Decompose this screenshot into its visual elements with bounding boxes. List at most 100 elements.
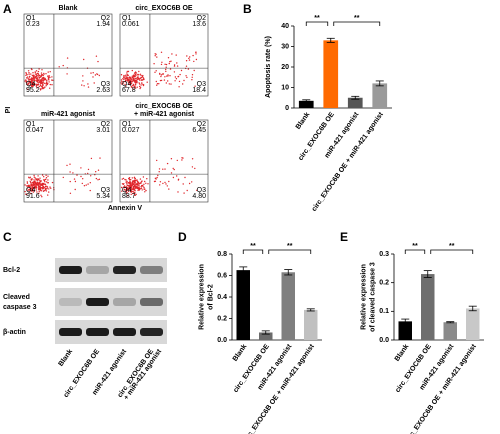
event-dot [142, 185, 144, 187]
event-dot [122, 81, 124, 83]
event-dot [142, 83, 144, 86]
event-dot [132, 186, 134, 188]
event-dot [128, 185, 130, 187]
event-dot [80, 175, 82, 178]
event-dot [96, 73, 98, 75]
event-dot [195, 58, 198, 61]
event-dot [28, 76, 31, 78]
quadrant-name: Q4 [122, 187, 131, 194]
event-dot [126, 187, 128, 189]
event-dot [46, 185, 48, 187]
event-dot [137, 189, 139, 192]
event-dot [31, 190, 33, 192]
event-dot [43, 176, 45, 178]
event-dot [66, 164, 68, 167]
y-tick-label: 0 [285, 105, 289, 112]
event-dot [170, 83, 172, 85]
event-dot [135, 72, 137, 74]
y-tick-label: 0.1 [379, 308, 389, 315]
event-dot [120, 82, 122, 84]
event-dot [132, 77, 135, 80]
event-dot [48, 191, 50, 193]
quadrant-value: 0.23 [26, 21, 40, 28]
bar [466, 308, 480, 340]
quadrant-value: 3.01 [96, 127, 110, 134]
event-dot [45, 73, 47, 75]
y-tick-label: 0.6 [217, 272, 227, 279]
event-dot [164, 76, 166, 78]
significance-bracket [242, 249, 264, 254]
event-dot [172, 167, 174, 170]
event-dot [121, 83, 123, 85]
event-dot [83, 58, 85, 61]
event-dot [176, 65, 179, 67]
event-dot [138, 188, 141, 190]
event-dot [121, 186, 123, 189]
y-tick-label: 0.0 [379, 337, 389, 344]
event-dot [167, 80, 169, 82]
event-dot [92, 72, 94, 74]
bar [443, 322, 457, 340]
event-dot [37, 74, 40, 76]
event-dot [167, 74, 169, 76]
event-dot [47, 194, 49, 196]
event-dot [51, 181, 54, 184]
event-dot [28, 78, 30, 80]
event-dot [38, 68, 40, 70]
event-dot [132, 180, 134, 182]
event-dot [168, 180, 170, 183]
event-dot [133, 183, 135, 186]
event-dot [146, 178, 148, 180]
event-dot [191, 74, 194, 76]
event-dot [40, 75, 42, 77]
event-dot [136, 179, 138, 181]
significance-label: ** [314, 15, 320, 22]
event-dot [24, 190, 26, 193]
event-dot [31, 83, 33, 85]
event-dot [76, 174, 78, 176]
event-dot [160, 79, 163, 82]
event-dot [83, 185, 86, 187]
event-dot [140, 186, 142, 188]
event-dot [168, 83, 170, 85]
event-dot [35, 189, 37, 191]
event-dot [179, 73, 181, 76]
quadrant-name: Q2 [197, 15, 206, 22]
quadrant-value: 88.7 [122, 193, 136, 200]
event-dot [40, 194, 42, 196]
bar [236, 270, 250, 340]
event-dot [38, 179, 41, 181]
event-dot [193, 60, 195, 63]
event-dot [27, 83, 29, 85]
event-dot [33, 176, 35, 178]
event-dot [36, 87, 38, 89]
event-dot [125, 192, 128, 194]
event-dot [191, 76, 193, 79]
event-dot [182, 183, 184, 185]
event-dot [36, 72, 38, 75]
significance-label: ** [287, 243, 293, 250]
event-dot [28, 80, 30, 82]
blot-band [86, 298, 109, 306]
error-bar [401, 318, 410, 325]
event-dot [158, 171, 160, 173]
event-dot [28, 73, 30, 75]
event-dot [28, 72, 30, 74]
event-dot [134, 177, 136, 180]
event-dot [69, 163, 71, 165]
event-dot [29, 187, 32, 189]
event-dot [135, 74, 137, 77]
event-dot [34, 181, 36, 184]
quadrant-value: 5.34 [96, 193, 110, 200]
event-dot [126, 70, 128, 73]
plot-title: miR-421 agonist [41, 111, 96, 118]
event-dot [97, 179, 99, 181]
event-dot [42, 186, 44, 188]
event-dot [34, 177, 36, 179]
event-dot [69, 171, 71, 173]
event-dot [90, 157, 93, 160]
event-dot [174, 76, 177, 78]
plot-title: + miR-421 agonist [134, 111, 195, 118]
event-dot [82, 178, 84, 180]
event-dot [134, 191, 136, 193]
